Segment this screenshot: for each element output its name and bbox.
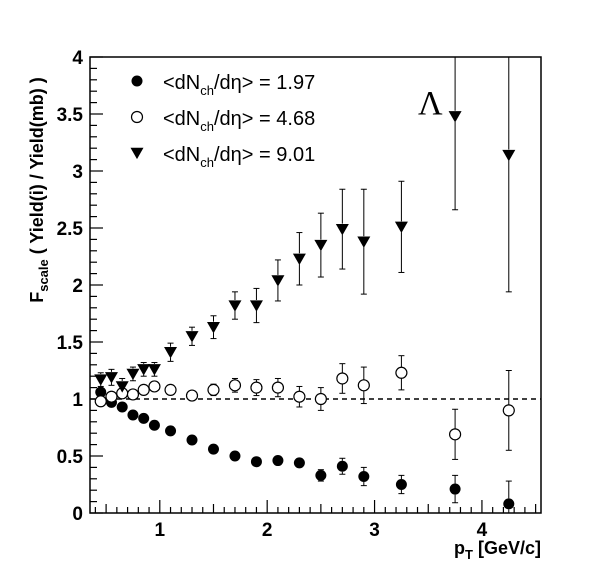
data-point: [94, 374, 108, 386]
data-point: [186, 434, 198, 446]
x-tick-label: 4: [477, 520, 488, 541]
data-point: [126, 368, 140, 381]
data-point: [314, 239, 328, 252]
data-point: [314, 392, 327, 406]
data-point: [271, 275, 285, 287]
data-point: [185, 331, 199, 343]
data-point: [502, 149, 516, 162]
legend-label: <dNch/dη> = 9.01: [163, 144, 315, 170]
error-bars: [97, 57, 512, 514]
legend-label: <dNch/dη> = 1.97: [163, 72, 315, 98]
data-point: [127, 409, 139, 421]
data-point: [138, 412, 150, 424]
data-point: [95, 386, 107, 398]
x-axis-title: pT [GeV/c]: [454, 538, 541, 562]
data-point: [137, 364, 151, 376]
data-point: [207, 443, 219, 455]
data-point: [449, 483, 461, 495]
y-tick-label: 1.5: [57, 333, 84, 354]
y-tick-label: 4: [72, 48, 83, 69]
data-point: [336, 372, 349, 385]
data-point: [293, 457, 305, 469]
particle-label: Λ: [418, 85, 443, 122]
data-point: [164, 347, 178, 359]
x-axis-ticks: 1 2 3 4: [94, 500, 537, 541]
data-point: [250, 456, 262, 468]
x-tick-label: 3: [369, 520, 380, 541]
data-point: [502, 404, 515, 417]
data-point: [148, 380, 161, 393]
data-point: [105, 390, 118, 403]
legend-marker: [131, 75, 143, 87]
legend-marker: [130, 110, 144, 124]
data-point: [394, 221, 408, 234]
data-point: [115, 381, 129, 393]
data-point: [448, 428, 462, 441]
data-point: [448, 111, 462, 123]
y-tick-label: 2.5: [57, 219, 84, 240]
data-markers: [94, 111, 516, 510]
y-tick-label: 3: [72, 162, 83, 183]
legend-label: <dNch/dη> = 4.68: [163, 108, 315, 134]
data-point: [335, 223, 349, 236]
y-axis-title: Fscale ( Yield(i) / Yield(mb) ): [27, 77, 51, 303]
legend: <dNch/dη> = 1.97 <dNch/dη> = 4.68 <dNch/dη…: [130, 72, 315, 170]
y-tick-label: 2: [72, 276, 83, 297]
data-point: [185, 389, 199, 402]
data-point: [315, 469, 327, 481]
data-point: [358, 471, 370, 483]
y-tick-label: 0: [72, 504, 83, 525]
y-tick-label: 1: [72, 390, 83, 411]
data-point: [292, 253, 306, 265]
x-tick-label: 1: [155, 520, 166, 541]
data-point: [357, 379, 370, 392]
data-point: [94, 395, 107, 408]
data-point: [206, 321, 220, 334]
x-tick-label: 2: [262, 520, 273, 541]
data-point: [229, 450, 241, 462]
data-point: [164, 383, 177, 396]
data-point: [395, 479, 407, 490]
data-point: [271, 381, 285, 394]
data-point: [293, 390, 306, 403]
data-point: [272, 455, 284, 467]
data-point: [228, 379, 242, 392]
data-point: [116, 401, 128, 413]
legend-marker: [130, 147, 144, 160]
data-point: [137, 383, 150, 396]
data-point: [249, 300, 263, 312]
data-point: [250, 381, 263, 394]
y-tick-label: 0.5: [57, 447, 84, 468]
data-point: [357, 236, 371, 248]
data-point: [207, 383, 220, 396]
data-point: [126, 388, 140, 401]
data-point: [336, 460, 348, 472]
data-point: [503, 498, 515, 510]
y-axis-ticks: 0 0.5 1 1.5 2 2.5 3 3.5 4: [57, 48, 103, 525]
data-point: [104, 372, 118, 384]
data-point: [165, 425, 177, 437]
data-point: [148, 419, 160, 431]
data-point: [395, 366, 408, 379]
y-tick-label: 3.5: [57, 105, 84, 126]
data-point: [228, 300, 242, 312]
plot-frame: [89, 56, 542, 514]
data-point: [147, 364, 161, 376]
